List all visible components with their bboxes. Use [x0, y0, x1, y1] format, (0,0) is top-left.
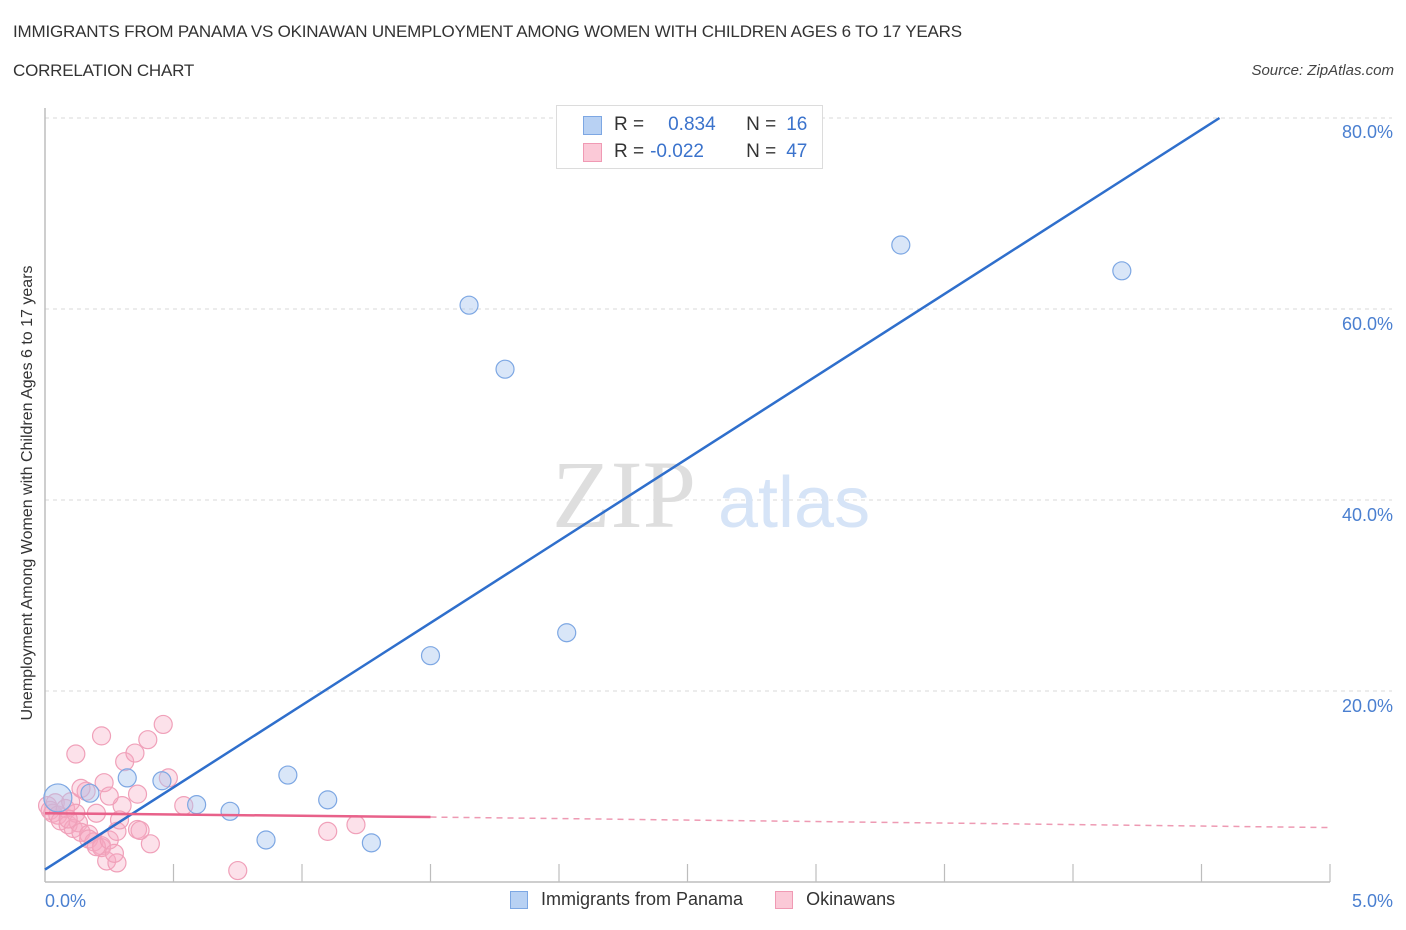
- n-label: N =: [746, 114, 777, 135]
- source-credit: Source: ZipAtlas.com: [1251, 62, 1394, 79]
- legend-label: Okinawans: [806, 889, 896, 909]
- axes: [44, 108, 1331, 883]
- r-label: R =: [614, 141, 645, 162]
- okinawans-points: [37, 714, 366, 881]
- r-value: -0.022: [650, 141, 704, 162]
- series-legend: Immigrants from Panama Okinawans: [510, 889, 927, 910]
- stats-row-okinawans: R = -0.022 N = 47: [557, 139, 807, 165]
- chart-subtitle: CORRELATION CHART: [13, 61, 195, 80]
- stats-legend: R = 0.834 N = 16 R = -0.022 N = 47: [556, 105, 823, 169]
- y-tick-60: 60.0%: [1341, 314, 1393, 334]
- legend-item-okinawans[interactable]: Okinawans: [775, 889, 895, 910]
- n-label: N =: [746, 141, 777, 162]
- n-value: 47: [786, 141, 808, 162]
- r-value: 0.834: [668, 114, 716, 135]
- legend-label: Immigrants from Panama: [541, 889, 744, 909]
- stats-row-panama: R = 0.834 N = 16: [557, 112, 807, 138]
- panama-points: [43, 235, 1132, 853]
- chart-title: IMMIGRANTS FROM PANAMA VS OKINAWAN UNEMP…: [13, 22, 962, 41]
- x-tick-5: 5.0%: [1351, 891, 1393, 911]
- legend-item-panama[interactable]: Immigrants from Panama: [510, 889, 743, 910]
- okinawans-swatch-icon: [775, 890, 794, 909]
- panama-swatch-icon: [583, 115, 602, 135]
- trend-lines: [44, 116, 1331, 871]
- y-axis-label: Unemployment Among Women with Children A…: [19, 265, 36, 721]
- y-tick-20: 20.0%: [1341, 696, 1393, 716]
- okinawans-swatch-icon: [583, 142, 602, 162]
- panama-swatch-icon: [510, 890, 528, 909]
- gridlines: [45, 117, 1392, 692]
- x-tick-0: 0.0%: [45, 891, 87, 911]
- watermark: ZIP atlas: [552, 441, 870, 548]
- n-value: 16: [786, 114, 808, 135]
- svg-text:atlas: atlas: [718, 463, 870, 543]
- y-tick-80: 80.0%: [1341, 122, 1393, 142]
- y-tick-40: 40.0%: [1341, 505, 1393, 525]
- r-label: R =: [614, 114, 645, 135]
